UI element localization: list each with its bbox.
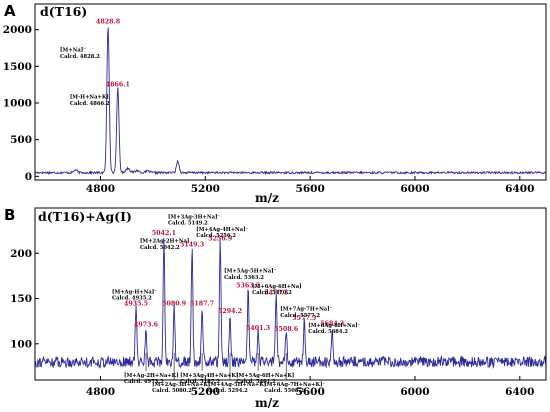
annotation-line: Calcd. 5470.2 xyxy=(252,290,292,296)
x-tick-label: 6400 xyxy=(505,183,534,195)
peak-label: 5080.9 xyxy=(162,301,186,308)
x-tick-label: 5200 xyxy=(191,386,220,398)
annotation-line: [M+6Ag-6H+Na] xyxy=(252,284,301,290)
peak-label: 5187.7 xyxy=(190,301,214,308)
annotation-line: Calcd. 5187.2 xyxy=(180,379,220,385)
annotation-line: Calcd. 5256.2 xyxy=(196,233,236,239)
ion-annotation: [M+6Ag-7H+Na+K]⁻Calcd. 5508.2 xyxy=(264,352,325,394)
peak-label: 5401.3 xyxy=(246,325,270,332)
annotation-line: Calcd. 5080.2 xyxy=(152,388,192,394)
y-tick-label: 0 xyxy=(25,171,32,183)
ion-annotation: [M+7Ag-7H+Na]⁻Calcd. 5577.2 xyxy=(280,307,332,319)
x-tick-label: 4800 xyxy=(86,386,115,398)
x-tick-label: 5600 xyxy=(296,183,325,195)
ion-annotation: [M+3Ag-4H+Na+K]⁻Calcd. 5187.2 xyxy=(180,352,241,385)
ion-annotation: [M+5Ag-5H+Na]⁻Calcd. 5363.2 xyxy=(224,269,276,281)
peak-label: 4866.1 xyxy=(106,81,130,88)
peak-label: 5256.9 xyxy=(208,235,232,242)
y-tick-label: 2000 xyxy=(3,24,32,36)
annotation-line: [M+5Ag-5H+Na]⁻ xyxy=(224,269,276,275)
annotation-line: Calcd. 4866.2 xyxy=(70,101,110,107)
y-tick-label: 1000 xyxy=(3,98,32,110)
peak-label: 5577.5 xyxy=(292,315,316,322)
annotation-line: [M+Na]⁻ xyxy=(60,48,86,54)
panel-a-letter: A xyxy=(4,2,16,20)
annotation-line: Calcd. 5294.2 xyxy=(208,388,248,394)
annotation-line: [M+3Ag-3H+Na]⁻ xyxy=(168,214,220,220)
x-tick-label: 6000 xyxy=(400,183,429,195)
annotation-line: Calcd. 4828.2 xyxy=(60,54,100,60)
annotation-line: Calcd. 5508.2 xyxy=(264,388,304,394)
annotation-line: [M+8Ag-8H+Na]⁻ xyxy=(308,323,360,329)
annotation-line: Calcd. 5149.2 xyxy=(168,220,208,226)
ion-annotation: [M+8Ag-8H+Na]⁻Calcd. 5684.2 xyxy=(308,323,360,335)
panel-b-letter: B xyxy=(4,206,15,224)
annotation-line: Calcd. 5042.2 xyxy=(140,245,180,251)
panel-b-title: d(T16)+Ag(I) xyxy=(38,209,132,224)
x-tick-label: 5600 xyxy=(296,386,325,398)
spectrum-trace xyxy=(34,27,547,176)
peak-label: 5042.1 xyxy=(152,230,176,237)
ion-annotation: [M+2Ag-3H+Na+K]⁻Calcd. 5080.2 xyxy=(152,352,213,394)
x-tick-label: 4800 xyxy=(86,183,115,195)
panel-a: A d(T16) 4800 5200 5600 6000 6400 0 500 1000 150… xyxy=(3,2,547,205)
x-tick-label: 6400 xyxy=(505,386,534,398)
x-tick-label: 6000 xyxy=(400,386,429,398)
peak-label: 5294.2 xyxy=(218,308,242,315)
ion-annotation: [M+6Ag-6H+Na]Calcd. 5470.2 xyxy=(252,284,301,296)
panel-b-xlabel: m/z xyxy=(255,396,279,410)
y-tick-label: 150 xyxy=(10,293,32,305)
y-tick-label: 500 xyxy=(10,134,32,146)
ion-annotation: [M+2Ag-2H+Na]Calcd. 5042.2 xyxy=(140,239,189,251)
peak-label: 4828.8 xyxy=(96,18,121,25)
panel-a-xlabel: m/z xyxy=(255,191,279,205)
y-tick-label: 1500 xyxy=(3,61,32,73)
panel-a-title: d(T16) xyxy=(40,4,87,19)
x-tick-label: 5200 xyxy=(191,183,220,195)
annotation-line: Calcd. 4935.2 xyxy=(112,296,152,302)
ion-annotation: [M+4Ag-5H+Na+K]⁻Calcd. 5294.2 xyxy=(208,352,269,394)
panel-b: B d(T16)+Ag(I) 4800 5200 5600 6000 6400 100 15… xyxy=(4,206,547,410)
peak-label: 4973.6 xyxy=(134,321,159,328)
peak-label: 5149.3 xyxy=(180,242,204,249)
annotation-line: [M+Ag-H+Na]⁻ xyxy=(112,289,157,295)
annotation-line: [M+2Ag-2H+Na] xyxy=(140,239,189,245)
ion-annotation: [M+Ag-2H+Na+K]Calcd. 4973.2 xyxy=(124,352,179,385)
panel-a-frame xyxy=(34,3,547,181)
annotation-line: Calcd. 5684.2 xyxy=(308,329,348,335)
annotation-line: [M+2Ag-3H+Na+K]⁻ xyxy=(152,382,213,388)
annotation-line: Calcd. 5577.2 xyxy=(280,313,320,319)
panel-b-frame xyxy=(34,207,547,381)
ion-annotation: [M-H+Na+K]Calcd. 4866.2 xyxy=(70,95,110,107)
ion-annotation: [M+3Ag-3H+Na]⁻Calcd. 5149.2 xyxy=(168,214,220,226)
annotation-line: [M+3Ag-4H+Na+K]⁻ xyxy=(180,373,241,379)
annotation-line: Calcd. 4973.2 xyxy=(124,379,164,385)
peak-label: 5363.5 xyxy=(236,282,260,289)
y-tick-label: 200 xyxy=(10,248,32,260)
ion-annotation: [M+4Ag-4H+Na]⁻Calcd. 5256.2 xyxy=(196,227,248,239)
annotation-line: [M+5Ag-6H+Na+K] xyxy=(236,373,294,379)
peak-label: 4935.5 xyxy=(124,301,148,308)
annotation-line: [M-H+Na+K] xyxy=(70,95,109,101)
annotation-line: [M+4Ag-5H+Na+K]⁻ xyxy=(208,382,269,388)
peak-label: 5470.3 xyxy=(264,290,288,297)
ion-annotation: [M+Ag-H+Na]⁻Calcd. 4935.2 xyxy=(112,289,157,301)
annotation-line: [M+Ag-2H+Na+K] xyxy=(124,373,179,379)
ion-annotation: [M+5Ag-6H+Na+K]Calcd. 5401.2 xyxy=(236,352,294,385)
annotation-line: [M+6Ag-7H+Na+K]⁻ xyxy=(264,382,325,388)
ion-annotation: [M+Na]⁻Calcd. 4828.2 xyxy=(60,48,100,60)
spectrum-trace xyxy=(34,237,547,369)
annotation-line: [M+4Ag-4H+Na]⁻ xyxy=(196,227,248,233)
annotation-line: Calcd. 5401.2 xyxy=(236,379,276,385)
y-tick-label: 100 xyxy=(10,338,32,350)
annotation-line: Calcd. 5363.2 xyxy=(224,275,264,281)
annotation-line: [M+7Ag-7H+Na]⁻ xyxy=(280,307,332,313)
peak-label: 5684.3 xyxy=(320,320,344,327)
peak-label: 5508.6 xyxy=(274,326,299,333)
